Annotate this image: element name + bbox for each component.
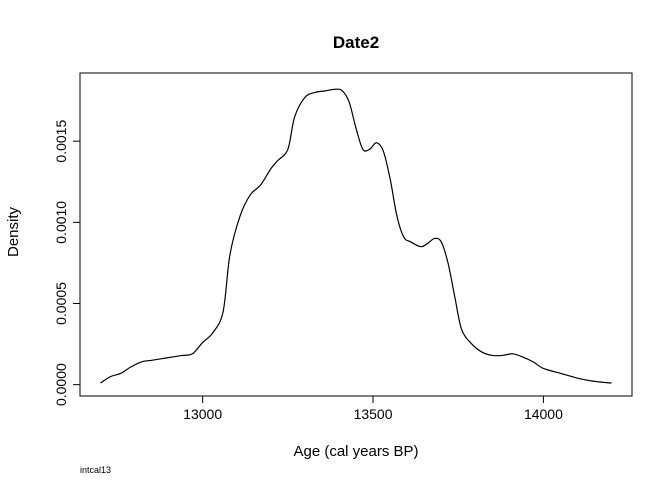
y-tick-label: 0.0010: [53, 201, 69, 244]
x-tick-label: 13500: [354, 406, 393, 422]
density-curve: [100, 88, 612, 384]
y-axis-label: Density: [5, 206, 22, 257]
series-layer: [100, 88, 612, 384]
plot-frame: [79, 72, 633, 397]
x-axis-label: Age (cal years BP): [293, 443, 418, 460]
x-tick-label: 13000: [183, 406, 222, 422]
x-axis: 13000 13500 14000: [183, 395, 563, 422]
calibration-curve-note: intcal13: [80, 465, 111, 475]
y-tick-label: 0.0005: [53, 282, 69, 325]
x-tick-label: 14000: [524, 406, 563, 422]
chart-title: Date2: [333, 33, 379, 52]
y-tick-label: 0.0015: [53, 120, 69, 163]
y-tick-label: 0.0000: [53, 363, 69, 406]
y-axis: 0.0000 0.0005 0.0010 0.0015: [53, 120, 81, 406]
